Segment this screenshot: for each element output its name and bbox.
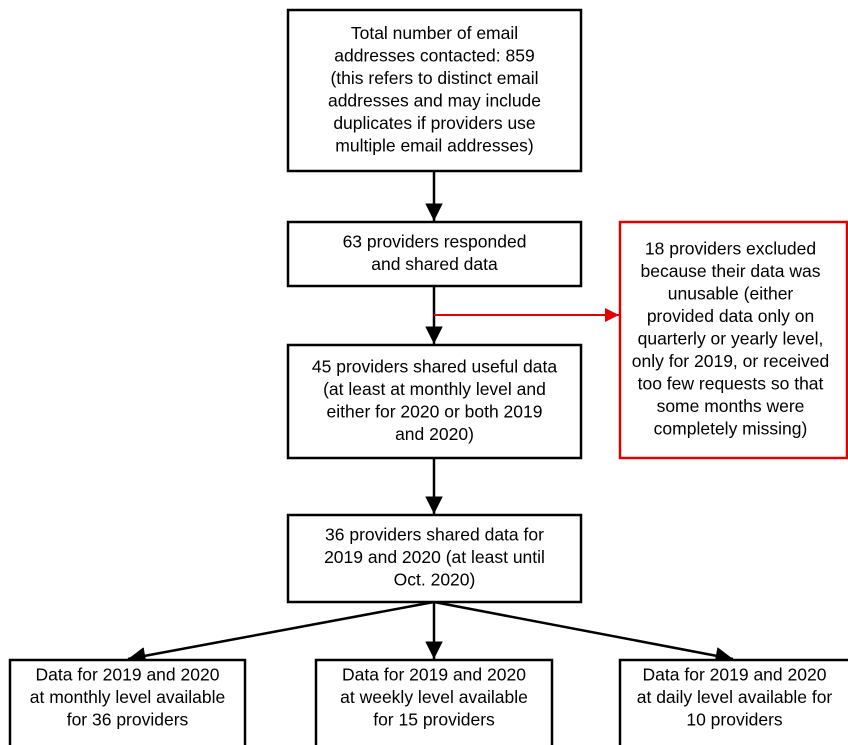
node-text: some months were (657, 396, 805, 416)
node-text: unusable (either (668, 284, 794, 304)
node-text: 2019 and 2020 (at least until (324, 547, 545, 567)
node-text: too few requests so that (638, 374, 824, 394)
node-text: addresses and may include (328, 90, 541, 110)
node-text: at monthly level available (30, 687, 226, 707)
node-box (618, 658, 848, 745)
node-text: for 15 providers (373, 710, 495, 730)
node-text: (this refers to distinct email (330, 68, 538, 88)
node-box (618, 220, 848, 460)
node-text: addresses contacted: 859 (334, 45, 534, 65)
node-text: Data for 2019 and 2020 (342, 665, 526, 685)
node-box (314, 658, 554, 745)
node-text: because their data was (641, 261, 821, 281)
node-text: 10 providers (686, 710, 783, 730)
node-box (286, 8, 583, 173)
node-text: Total number of email (351, 23, 518, 43)
node-text: 45 providers shared useful data (312, 356, 557, 376)
node-text: 18 providers excluded (645, 239, 816, 259)
node-text: quarterly or yearly level, (638, 329, 824, 349)
node-box (8, 658, 247, 745)
node-text: provided data only on (647, 306, 814, 326)
node-text: multiple email addresses) (335, 135, 533, 155)
node-text: completely missing) (654, 419, 808, 439)
node-box (286, 513, 583, 604)
node-text: at weekly level available (340, 687, 528, 707)
arrow (433, 600, 734, 665)
arrows (127, 171, 734, 665)
node-text: for 36 providers (67, 710, 189, 730)
node-text: and 2020) (395, 424, 474, 444)
arrow (127, 600, 435, 665)
node-text: (at least at monthly level and (323, 379, 546, 399)
node-text: Oct. 2020) (394, 570, 476, 590)
node-text: Data for 2019 and 2020 (643, 665, 827, 685)
node-text: either for 2020 or both 2019 (327, 401, 543, 421)
node-text: and shared data (371, 254, 498, 274)
node-text: duplicates if providers use (333, 113, 535, 133)
node-text: 63 providers responded (343, 231, 527, 251)
node-box (286, 220, 583, 288)
node-text: only for 2019, or received (632, 351, 829, 371)
node-text: 36 providers shared data for (325, 525, 544, 545)
node-text: Data for 2019 and 2020 (36, 665, 220, 685)
node-box (286, 343, 583, 460)
node-text: at daily level available for (637, 687, 833, 707)
